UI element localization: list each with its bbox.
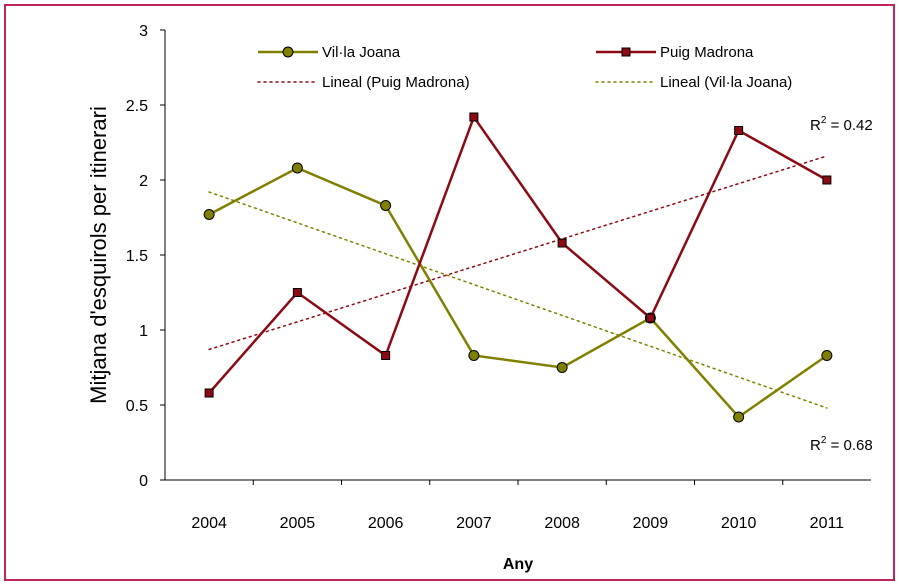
data-point-square [292, 288, 302, 297]
data-point-square [204, 388, 214, 398]
x-tick-label: 2009 [633, 515, 669, 532]
y-axis-ticks: 0 0.5 1 1.5 2 2.5 3 [126, 23, 165, 490]
data-point-square [645, 313, 655, 323]
axes [164, 30, 871, 481]
legend-marker-circle [282, 46, 294, 58]
data-point-square [469, 112, 479, 122]
trendlines [208, 155, 828, 409]
y-tick-label: 0 [139, 473, 148, 490]
y-tick-label: 1 [139, 323, 148, 340]
data-point-square [381, 351, 391, 360]
data-point-circle [556, 362, 568, 373]
data-point-circle [203, 209, 215, 220]
y-tick-label: 1.5 [126, 248, 148, 265]
series-group [203, 112, 833, 423]
x-tick-label: 2008 [544, 515, 580, 532]
legend-label: Vil·la Joana [322, 44, 401, 61]
x-axis-ticks: 2004 2005 2006 2007 2008 2009 2010 2011 [191, 480, 844, 532]
x-tick-label: 2005 [280, 515, 316, 532]
series-line [208, 114, 828, 394]
y-axis-label: Mitjana d'esquirols per itinerari [86, 106, 111, 404]
x-tick-label: 2004 [191, 515, 227, 532]
legend: Vil·la Joana Puig Madrona Lineal (Puig Mad… [257, 44, 792, 91]
x-tick-label: 2007 [456, 515, 492, 532]
data-point-square [734, 126, 744, 135]
series-line [208, 166, 828, 419]
x-tick-label: 2010 [721, 515, 757, 532]
x-tick-label: 2006 [368, 515, 404, 532]
legend-label: Lineal (Puig Madrona) [322, 74, 470, 91]
legend-label: Lineal (Vil·la Joana) [660, 74, 792, 91]
data-point-circle [733, 411, 745, 423]
r-squared-label: R2 = 0.42 [810, 115, 873, 134]
chart-frame [4, 4, 895, 581]
legend-label: Puig Madrona [660, 44, 754, 61]
y-tick-label: 2 [139, 173, 148, 190]
y-tick-label: 0.5 [126, 398, 148, 415]
y-tick-label: 2.5 [126, 98, 148, 115]
data-point-circle [468, 350, 480, 361]
legend-marker-square [621, 47, 631, 57]
data-point-circle [821, 350, 833, 361]
data-point-square [822, 175, 832, 185]
trendline [208, 155, 828, 351]
data-point-circle [291, 162, 303, 174]
trendline [208, 191, 828, 409]
x-tick-label: 2011 [810, 515, 845, 532]
data-point-square [557, 238, 567, 248]
r-squared-label: R2 = 0.68 [810, 435, 873, 454]
annotations: R2 = 0.42 R2 = 0.68 [810, 115, 873, 454]
y-tick-label: 3 [139, 23, 148, 40]
data-point-circle [380, 200, 392, 211]
x-axis-label: Any [503, 556, 533, 573]
